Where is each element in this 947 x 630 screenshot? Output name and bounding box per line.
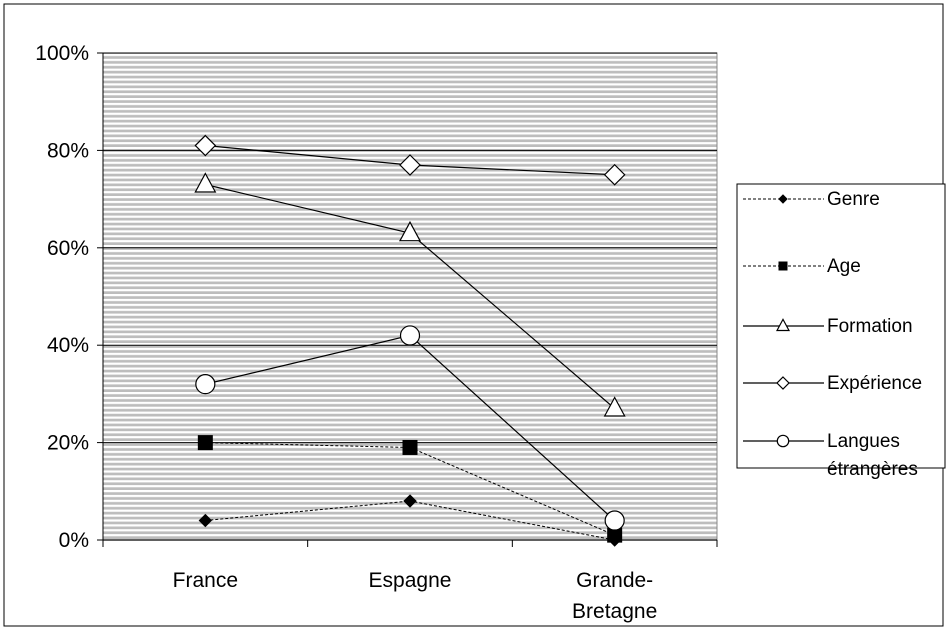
data-point [398,220,422,242]
y-tick-label: 100% [35,42,89,65]
legend-marker [776,376,790,390]
legend-item: Genre [743,189,880,210]
legend-label: Expérience [827,373,922,394]
series-langues-étrangères [195,325,625,531]
x-tick-label: Espagne [369,569,452,592]
series-age [197,435,623,543]
legend-marker [778,194,788,204]
x-tick-label: Grande-Bretagne [572,569,657,623]
data-point [399,325,421,346]
data-point [399,154,421,176]
y-tick-label: 40% [47,334,89,357]
y-tick-label: 20% [47,432,89,455]
y-axis: 0% 20% 40% 60% 80% 100% [35,42,103,552]
data-point [603,396,626,417]
series-formation [194,172,626,417]
plot-area [102,52,718,541]
legend-item: Expérience [743,373,922,394]
data-point [198,513,213,528]
data-point [194,134,217,157]
legend-item: Formation [743,316,913,337]
legend-label: Age [827,256,861,277]
y-tick-label: 60% [47,237,89,260]
legend-item: Age [743,256,861,277]
series-expérience [194,134,626,186]
series-layer [194,134,626,547]
legend: Genre Age Formation Expérience Langues étrang… [736,183,946,480]
data-point [402,439,418,455]
data-point [603,163,626,186]
data-point [604,510,625,531]
legend-marker [775,318,791,332]
data-point [194,172,217,193]
y-tick-label: 0% [59,529,89,552]
y-tick-label: 80% [47,139,89,162]
x-axis: France Espagne Grande-Bretagne [102,540,718,623]
legend-marker [776,434,790,448]
legend-item: Langues étrangères [743,431,918,480]
legend-label: Langues étrangères [827,431,918,480]
data-point [195,374,216,395]
data-point [197,435,213,451]
data-point [403,494,417,508]
x-tick-label: France [173,569,238,592]
legend-label: Formation [827,316,913,337]
legend-label: Genre [827,189,880,210]
legend-marker [778,261,788,271]
